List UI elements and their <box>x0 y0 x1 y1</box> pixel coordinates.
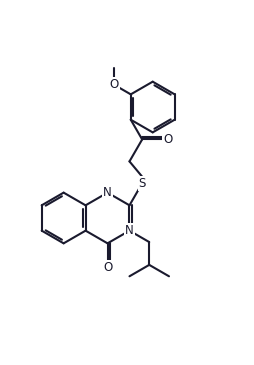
Text: O: O <box>163 133 172 146</box>
Text: O: O <box>103 261 112 274</box>
Text: S: S <box>138 177 146 190</box>
Text: N: N <box>125 224 134 237</box>
Text: N: N <box>103 186 112 199</box>
Text: O: O <box>110 78 119 91</box>
